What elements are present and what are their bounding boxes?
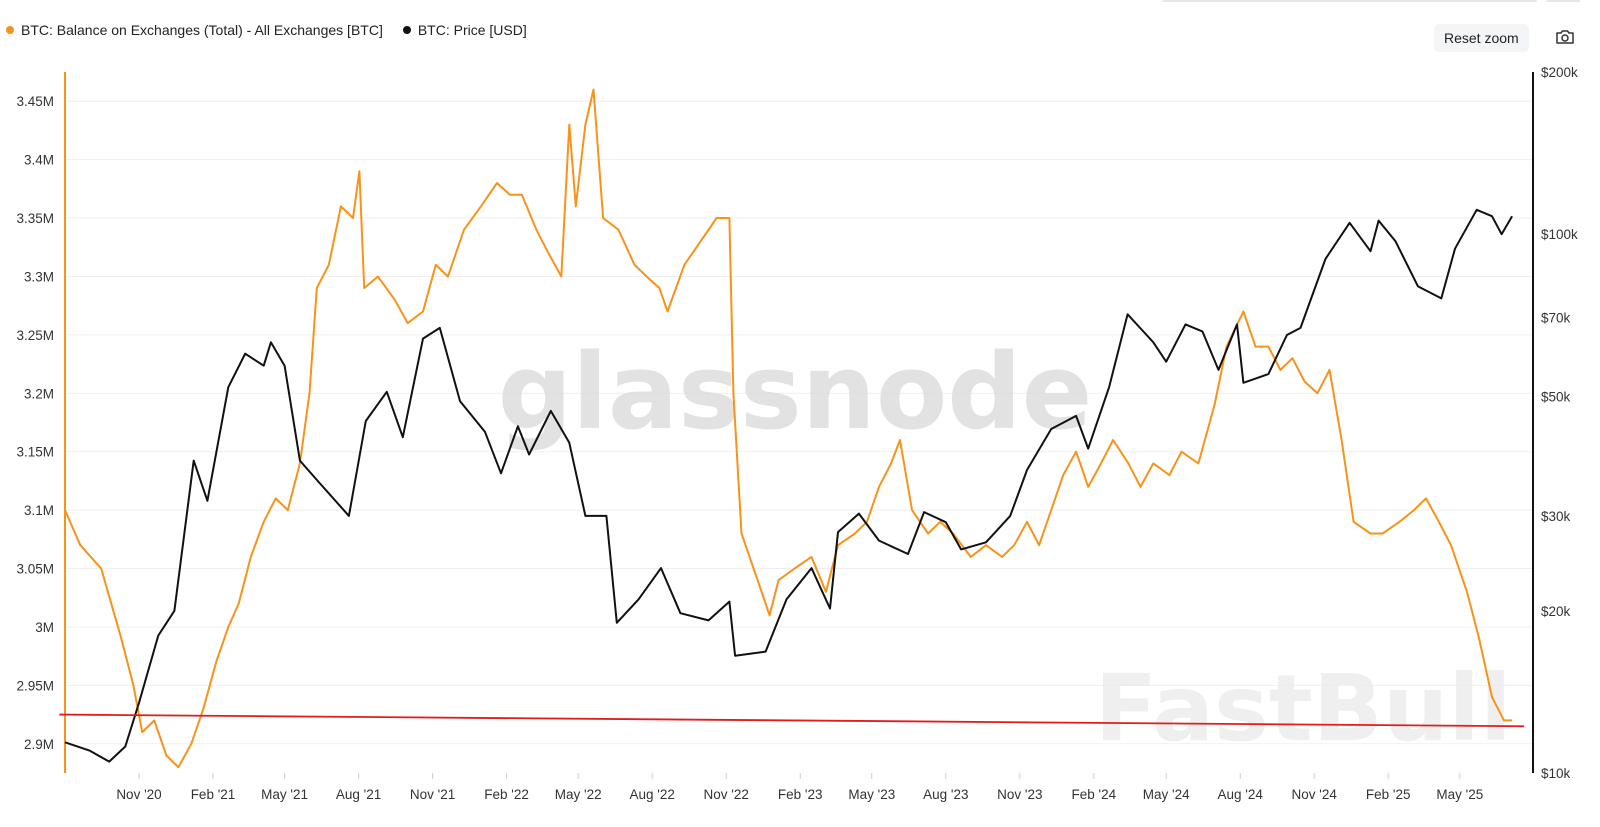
x-tick-label: Aug '22 — [630, 787, 675, 802]
y-right-tick-label: $100k — [1541, 227, 1578, 242]
legend-item-exchange-balance[interactable]: BTC: Balance on Exchanges (Total) - All … — [6, 22, 383, 38]
support-trendline — [59, 713, 1525, 728]
x-tick-label: Aug '23 — [923, 787, 968, 802]
y-right-tick-label: $200k — [1541, 65, 1578, 80]
glassnode-watermark: glassnode — [498, 331, 1093, 453]
x-tick-label: Nov '24 — [1292, 787, 1338, 802]
x-tick-label: Aug '24 — [1218, 787, 1264, 802]
legend-label-exchange-balance: BTC: Balance on Exchanges (Total) - All … — [21, 22, 383, 38]
y-right-tick-label: $30k — [1541, 509, 1571, 524]
legend-item-price[interactable]: BTC: Price [USD] — [402, 22, 527, 38]
x-tick-label: Nov '22 — [704, 787, 749, 802]
legend-dot-price — [402, 26, 411, 34]
x-tick-label: Feb '21 — [191, 787, 236, 802]
x-tick-label: Feb '22 — [484, 787, 529, 802]
reset-zoom-button[interactable]: Reset zoom — [1434, 24, 1529, 52]
exchange-balance-line — [64, 88, 1513, 769]
y-left-tick-label: 2.9M — [24, 737, 54, 752]
x-tick-label: Aug '21 — [336, 787, 381, 802]
x-tick-label: Feb '24 — [1072, 787, 1117, 802]
x-tick-label: Nov '20 — [116, 787, 161, 802]
y-right-tick-label: $20k — [1541, 604, 1571, 619]
x-tick-label: Feb '25 — [1366, 787, 1411, 802]
x-tick-label: Nov '21 — [410, 787, 455, 802]
chart-legend: BTC: Balance on Exchanges (Total) - All … — [6, 22, 527, 38]
y-left-tick-label: 3.25M — [16, 328, 54, 343]
y-left-tick-label: 3.1M — [24, 503, 54, 518]
reset-zoom-label: Reset zoom — [1444, 30, 1519, 46]
y-left-tick-label: 3.05M — [16, 562, 54, 577]
x-tick-label: Feb '23 — [778, 787, 823, 802]
camera-icon[interactable] — [1555, 28, 1575, 46]
legend-dot-exchange-balance — [6, 26, 14, 34]
y-right-tick-label: $10k — [1541, 766, 1571, 781]
price-line — [64, 208, 1513, 763]
y-left-tick-label: 2.95M — [16, 678, 54, 693]
y-left-tick-label: 3.3M — [24, 269, 54, 284]
y-left-tick-label: 3M — [35, 620, 54, 635]
y-left-tick-label: 3.35M — [16, 211, 54, 226]
top-scroll-bar — [1162, 0, 1537, 2]
x-tick-label: Nov '23 — [997, 787, 1042, 802]
legend-label-price: BTC: Price [USD] — [417, 22, 527, 38]
y-left-tick-label: 3.15M — [16, 445, 54, 460]
y-left-tick-label: 3.45M — [16, 94, 54, 109]
y-left-tick-label: 3.4M — [24, 153, 54, 168]
x-tick-label: May '22 — [555, 787, 602, 802]
top-scroll-bar-right — [1546, 0, 1580, 2]
y-right-tick-label: $50k — [1541, 389, 1571, 404]
y-right-tick-label: $70k — [1541, 311, 1571, 326]
y-left-tick-label: 3.2M — [24, 386, 54, 401]
x-tick-label: May '21 — [261, 787, 308, 802]
fastbull-watermark: FastBull — [1095, 655, 1512, 762]
x-tick-label: May '25 — [1436, 787, 1483, 802]
x-tick-label: May '23 — [848, 787, 895, 802]
x-tick-label: May '24 — [1143, 787, 1190, 802]
